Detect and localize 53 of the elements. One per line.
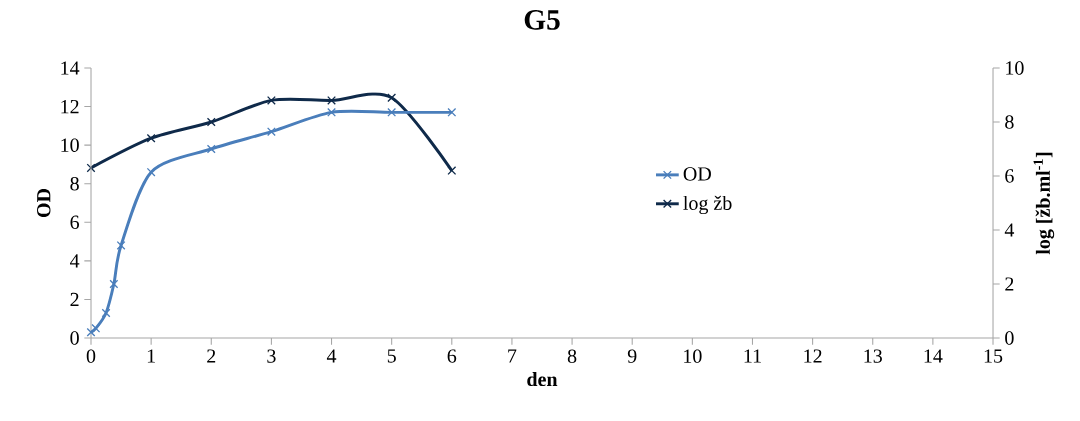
x-tick-label: 6 [447,349,457,363]
legend-label: log žb [683,195,732,215]
y-tick-label: 2 [70,292,79,307]
point [327,107,336,117]
point [447,107,457,117]
y-tick-label: 12 [61,99,79,114]
x-tick-label: 9 [627,349,637,363]
legend-label: OD [683,167,711,181]
point [327,95,336,105]
y-tick-label: 14 [61,61,80,75]
x-tick-label: 12 [804,349,822,363]
point [206,117,216,127]
x-tick-label: 10 [684,349,702,363]
y-tick-label: 4 [70,254,80,268]
point [206,144,216,154]
y-tick-label: 0 [70,331,79,345]
point [116,240,126,250]
x-tick-label: 5 [387,349,396,363]
x-tick-label: 1 [147,349,155,363]
point [109,279,119,289]
y2-tick-label: 2 [1005,277,1014,291]
y-tick-label: 6 [70,215,80,229]
x-axis-title: den [527,372,558,387]
y-axis-title: OD [37,188,51,218]
chart-title: G5 [524,10,560,30]
point [86,327,96,337]
point [387,107,397,117]
y2-tick-label: 4 [1004,223,1015,237]
x-tick-label: 4 [326,349,337,363]
point [266,127,276,137]
y2-tick-label: 8 [1005,115,1014,129]
y-tick-label: 10 [61,138,79,152]
y2-tick-label: 10 [1006,61,1024,75]
x-tick-label: 0 [86,349,96,363]
x-tick-label: 8 [567,349,577,363]
point [86,163,96,173]
x-tick-label: 15 [984,349,1003,363]
x-tick-label: 14 [924,349,943,363]
point [91,323,101,333]
y2-tick-label: 0 [1005,331,1014,345]
x-tick-label: 2 [207,349,216,363]
x-tick-label: 11 [744,349,761,363]
y-tick-label: 8 [70,176,79,191]
y2-axis-title: log [žb.ml$^{-1}$] [1033,152,1055,255]
point [146,133,156,143]
y2-tick-label: 6 [1005,169,1014,183]
x-tick-label: 3 [267,349,276,363]
point [266,95,276,105]
x-tick-label: 7 [508,349,517,363]
point [101,308,111,318]
point [387,93,397,103]
point [447,166,457,176]
x-tick-label: 13 [864,349,882,363]
